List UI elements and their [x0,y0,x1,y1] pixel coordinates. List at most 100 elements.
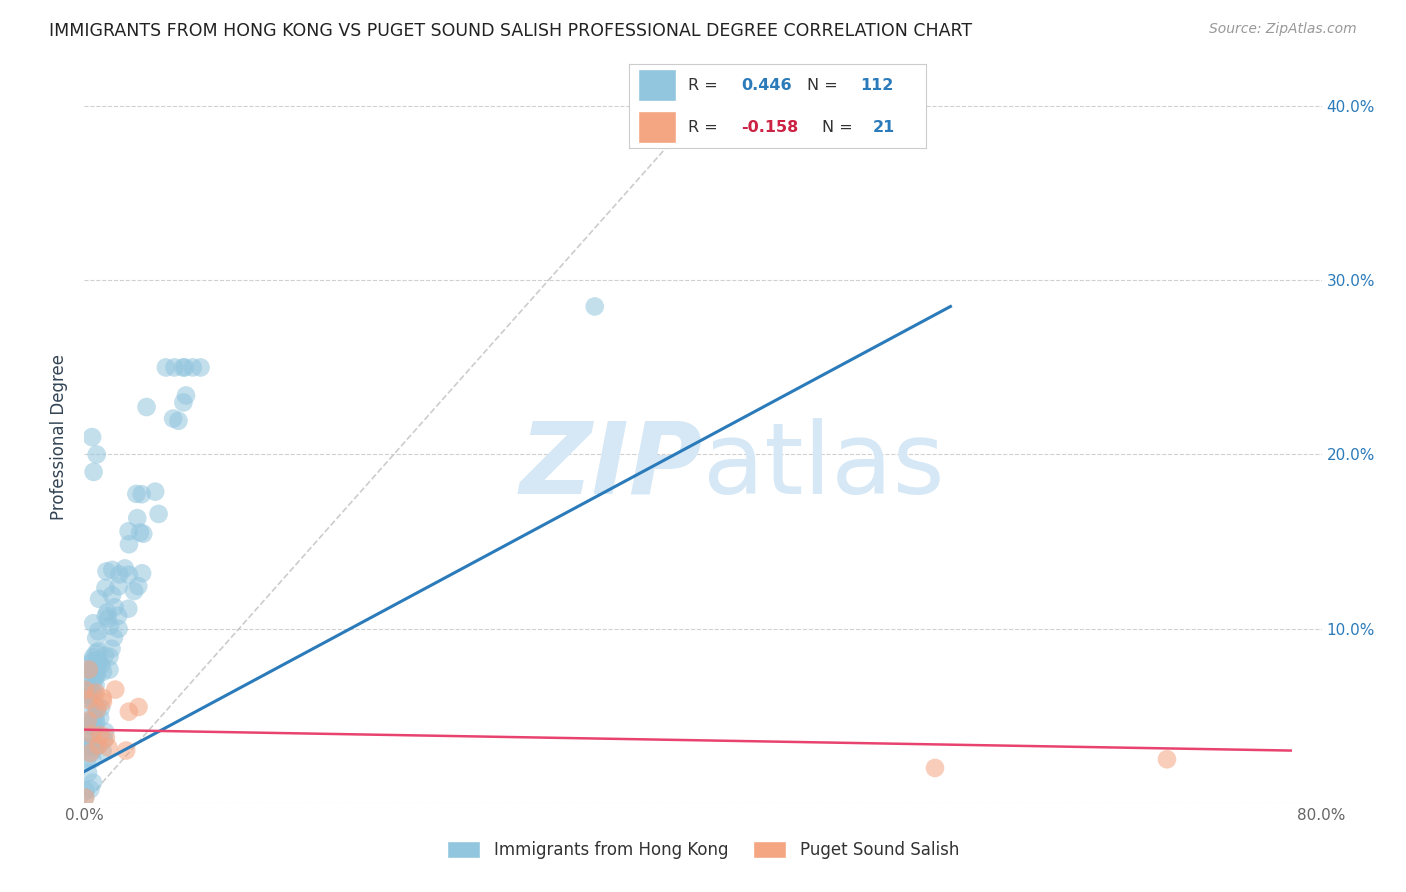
Point [127,511,149,525]
Point [77,663,100,677]
Point [174,388,197,402]
Point [83,722,105,736]
Point [174,360,197,375]
Point [91,690,114,705]
Point [86,669,108,683]
Point [190,360,212,375]
Point [84,631,107,645]
Point [117,524,139,539]
Point [94,609,117,624]
Point [76,719,98,733]
Point [103,631,125,645]
Point [118,537,141,551]
Point [104,682,127,697]
Point [87,591,110,606]
Point [167,414,190,428]
Point [97,612,120,626]
Point [172,395,194,409]
Point [103,600,125,615]
Point [90,658,112,673]
Point [75,790,97,805]
Point [76,671,98,685]
Point [83,710,105,724]
Point [82,616,104,631]
Point [87,644,110,658]
Point [94,581,117,595]
Point [87,653,110,667]
Point [127,700,149,714]
Point [87,655,110,669]
Point [75,715,97,730]
Point [87,739,110,753]
Text: atlas: atlas [703,417,945,515]
Legend: Immigrants from Hong Kong, Puget Sound Salish: Immigrants from Hong Kong, Puget Sound S… [439,833,967,868]
Text: IMMIGRANTS FROM HONG KONG VS PUGET SOUND SALISH PROFESSIONAL DEGREE CORRELATION : IMMIGRANTS FROM HONG KONG VS PUGET SOUND… [49,22,973,40]
Point [77,735,100,749]
Point [79,782,101,797]
Point [172,360,194,375]
Point [155,360,177,375]
Point [83,465,105,479]
Point [100,641,122,656]
Point [77,688,100,702]
Point [82,752,104,766]
Point [80,664,103,678]
Point [79,682,101,697]
Point [77,693,100,707]
Point [93,732,115,747]
Point [75,741,97,756]
Point [122,584,145,599]
Point [107,622,129,636]
Point [83,686,105,700]
Point [76,714,98,728]
Point [86,702,108,716]
Point [80,657,103,671]
Point [108,567,131,582]
Point [131,487,153,501]
Point [131,566,153,581]
Point [82,654,104,668]
Point [84,686,107,700]
Point [87,624,110,639]
Point [86,666,108,681]
Point [125,487,148,501]
Point [91,744,114,758]
Point [84,678,107,692]
Point [94,648,117,663]
Point [114,561,136,575]
Point [84,712,107,726]
Point [83,663,105,677]
Point [75,670,97,684]
Point [82,650,104,665]
Point [107,579,129,593]
Point [107,608,129,623]
Point [132,526,155,541]
Point [84,716,107,731]
Point [98,619,121,633]
Point [75,682,97,697]
Y-axis label: Professional Degree: Professional Degree [51,354,69,520]
Point [82,720,104,734]
Point [129,525,152,540]
Text: Source: ZipAtlas.com: Source: ZipAtlas.com [1209,22,1357,37]
Point [80,706,103,720]
Point [115,743,138,757]
Point [86,448,108,462]
Point [924,761,946,775]
Point [148,507,170,521]
Point [127,579,149,593]
Point [86,661,108,675]
Point [118,705,141,719]
Point [1156,752,1178,766]
Point [94,724,117,739]
Point [80,739,103,753]
Point [94,731,117,745]
Point [89,728,111,742]
Point [90,701,112,715]
Point [80,728,103,742]
Point [162,411,184,425]
Point [101,563,124,577]
Point [77,663,100,677]
Point [77,765,100,780]
Point [80,690,103,704]
